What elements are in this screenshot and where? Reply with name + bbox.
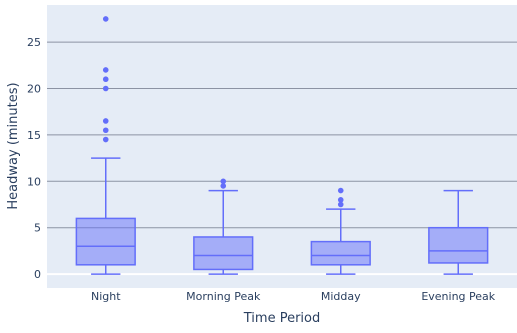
outlier-point-night-1	[102, 127, 109, 134]
x-tick-label-midday: Midday	[321, 290, 361, 303]
y-tick-label-0: 0	[34, 268, 41, 281]
y-tick-label-10: 10	[27, 175, 41, 188]
box-morning-peak	[193, 178, 254, 275]
y-tick-label-5: 5	[34, 222, 41, 235]
iqr-box-evening-peak	[428, 226, 489, 264]
iqr-box-midday	[310, 240, 371, 266]
y-tick-label-15: 15	[27, 129, 41, 142]
outlier-point-midday-2	[337, 187, 344, 194]
box-night	[75, 16, 136, 275]
x-tick-label-evening-peak: Evening Peak	[421, 290, 495, 303]
box-evening-peak	[428, 189, 489, 275]
x-axis-title: Time Period	[243, 311, 320, 326]
iqr-box-morning-peak	[193, 236, 254, 271]
x-tick-label-night: Night	[91, 290, 121, 303]
x-tick-label-morning-peak: Morning Peak	[186, 290, 261, 303]
outlier-point-night-4	[102, 76, 109, 83]
outlier-point-night-5	[102, 67, 109, 73]
outlier-point-night-0	[102, 136, 109, 143]
x-tick-labels: Night Morning Peak Midday Evening Peak	[91, 290, 496, 303]
boxes	[75, 16, 489, 275]
outlier-point-morning-peak-1	[220, 178, 227, 185]
outlier-point-night-2	[102, 118, 109, 124]
outlier-point-night-6	[102, 16, 109, 22]
iqr-box-night	[75, 217, 136, 266]
outlier-point-midday-1	[337, 197, 344, 203]
y-tick-labels: 0 5 10 15 20 25	[27, 36, 41, 281]
box-midday	[310, 187, 371, 275]
outlier-point-morning-peak-0	[220, 183, 227, 189]
y-tick-label-25: 25	[27, 36, 41, 49]
y-axis-title: Headway (minutes)	[6, 82, 21, 209]
outlier-point-midday-0	[337, 201, 344, 208]
outlier-point-night-3	[102, 85, 109, 92]
y-tick-label-20: 20	[27, 83, 41, 96]
